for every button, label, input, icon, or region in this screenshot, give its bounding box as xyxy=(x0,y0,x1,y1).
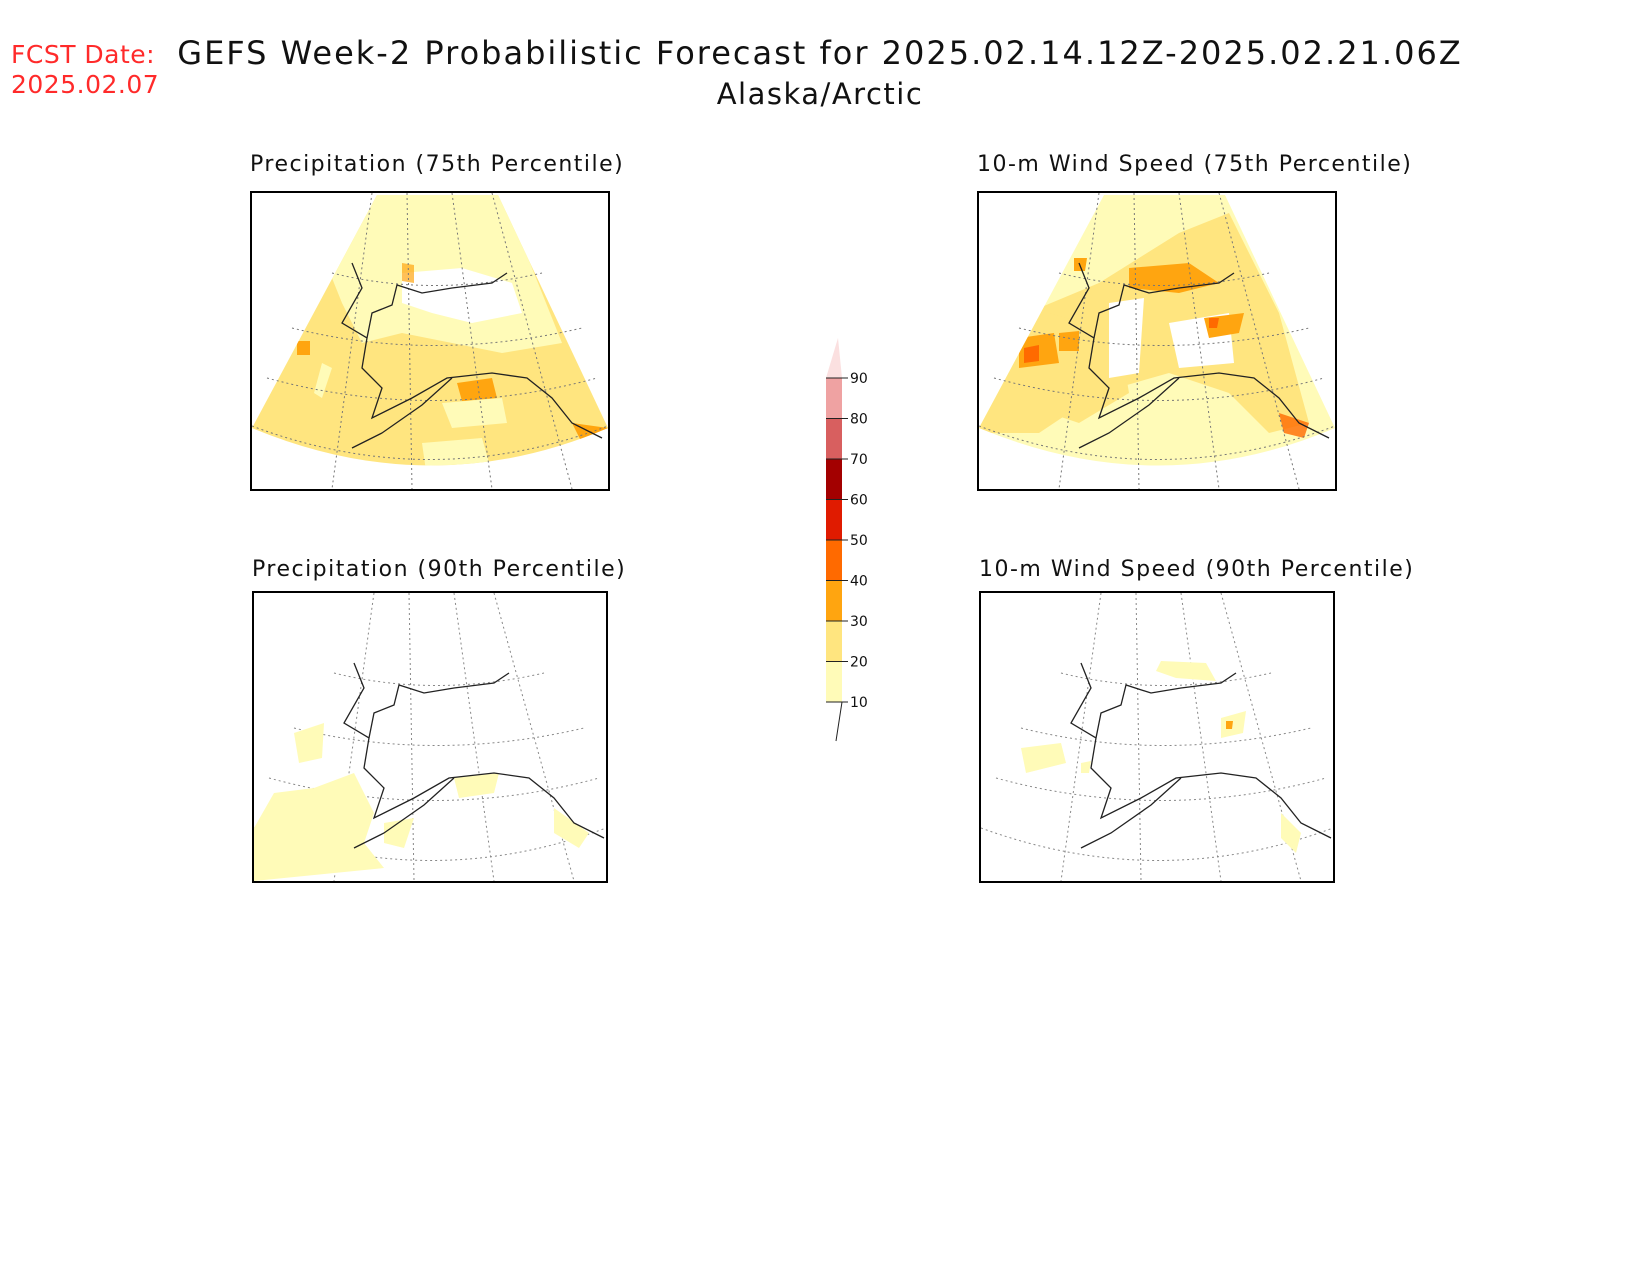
panel-title-precip-90: Precipitation (90th Percentile) xyxy=(252,557,627,582)
colorbar-swatch xyxy=(826,499,842,540)
map-precip-75 xyxy=(250,191,610,491)
colorbar-level-label: 30 xyxy=(850,614,868,630)
colorbar-level-label: 70 xyxy=(850,452,868,468)
colorbar-level-label: 40 xyxy=(850,574,868,590)
colorbar-swatch xyxy=(826,418,842,459)
colorbar: 10 20 30 40 50 60 70 80 90 xyxy=(826,336,886,746)
colorbar-level-label: 20 xyxy=(850,655,868,671)
colorbar-swatch xyxy=(826,540,842,581)
colorbar-level-label: 90 xyxy=(850,371,868,387)
map-precip-90 xyxy=(252,591,608,883)
colorbar-swatch xyxy=(826,621,842,662)
colorbar-swatch xyxy=(826,378,842,419)
colorbar-level-label: 50 xyxy=(850,533,868,549)
forecast-date-value: 2025.02.07 xyxy=(11,70,160,99)
panel-title-wind-75: 10-m Wind Speed (75th Percentile) xyxy=(977,152,1413,177)
colorbar-level-label: 60 xyxy=(850,493,868,509)
colorbar-level-label: 10 xyxy=(850,695,868,711)
colorbar-level-label: 80 xyxy=(850,412,868,428)
region-subtitle: Alaska/Arctic xyxy=(716,77,924,111)
colorbar-svg: 10 20 30 40 50 60 70 80 90 xyxy=(826,338,868,742)
forecast-date-label: FCST Date: xyxy=(11,40,156,69)
colorbar-tail-bottom xyxy=(826,701,843,742)
panel-title-precip-75: Precipitation (75th Percentile) xyxy=(250,152,625,177)
colorbar-swatch xyxy=(826,459,842,500)
panel-title-wind-90: 10-m Wind Speed (90th Percentile) xyxy=(979,557,1415,582)
map-wind-90 xyxy=(979,591,1335,883)
colorbar-swatch xyxy=(826,338,842,378)
page-title: GEFS Week-2 Probabilistic Forecast for 2… xyxy=(177,34,1463,72)
map-wind-75 xyxy=(977,191,1337,491)
colorbar-swatch xyxy=(826,661,842,702)
forecast-date-block: FCST Date: 2025.02.07 xyxy=(11,40,159,100)
colorbar-swatch xyxy=(826,580,842,621)
